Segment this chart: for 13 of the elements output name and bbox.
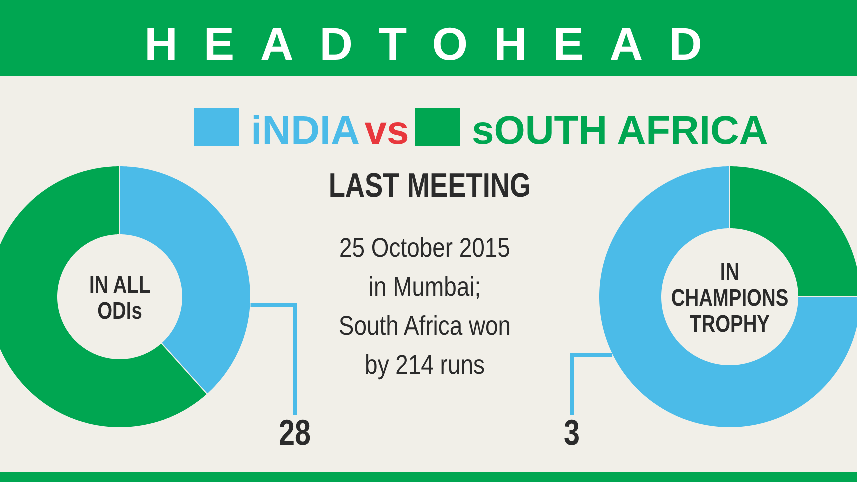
chart-title: HEADTOHEAD: [144, 18, 728, 70]
text: by 214 runs: [365, 350, 485, 380]
text: 25 October 2015: [340, 233, 510, 264]
text: LAST MEETING: [328, 166, 532, 205]
legend-label: sOUTH AFRICA: [472, 109, 768, 153]
text: vs: [364, 109, 410, 153]
text: IN ALL ODIs: [89, 270, 151, 325]
legend-label: iNDIA: [251, 109, 360, 153]
text: in Mumbai;: [368, 272, 482, 302]
text: IN CHAMPIONS TROPHY: [671, 258, 789, 338]
data-label: 28: [278, 412, 312, 453]
text: South Africa won: [338, 311, 512, 342]
data-label: 3: [564, 412, 580, 453]
